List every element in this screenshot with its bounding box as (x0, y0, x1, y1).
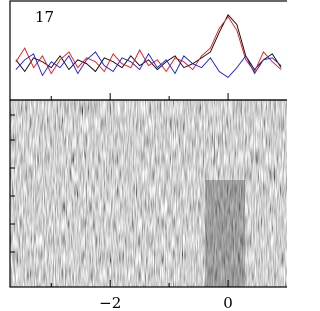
y-ticks (10, 114, 15, 253)
image-panel (10, 100, 287, 287)
spectrum-line (15, 15, 282, 75)
spectrum-line (15, 13, 282, 73)
panel-label: 17 (35, 8, 54, 26)
image-band (205, 180, 245, 287)
bottom-panel-frame (9, 99, 287, 288)
spectrum-line (15, 51, 282, 78)
spectra (15, 13, 282, 78)
chart: 17 −2 0 (9, 0, 287, 311)
x-tick-label: −2 (99, 294, 121, 311)
x-tick-label: 0 (223, 294, 233, 311)
